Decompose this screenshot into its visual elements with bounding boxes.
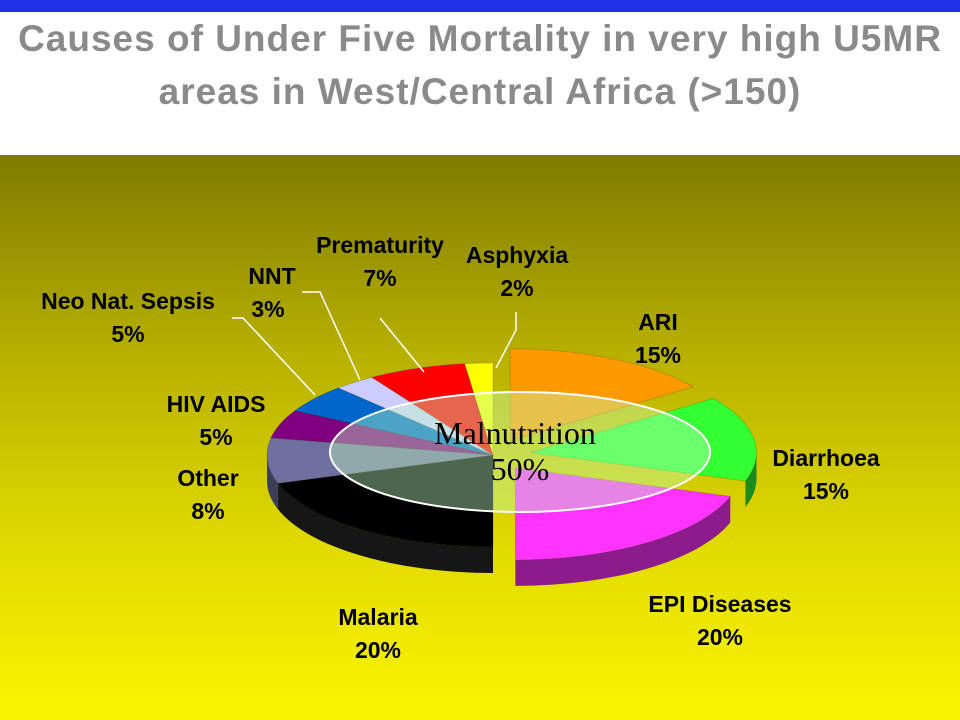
percent-malaria: 20%: [355, 637, 401, 663]
percent-other: 8%: [191, 498, 224, 524]
label-neo-nat-sepsis: Neo Nat. Sepsis: [41, 288, 215, 314]
percent-epi-diseases: 20%: [697, 624, 743, 650]
slice-epi-diseases: [514, 467, 732, 561]
percent-hiv-aids: 5%: [199, 424, 232, 450]
slice-asphyxia: [464, 362, 494, 456]
overlay-percent: 50%: [491, 451, 550, 487]
percent-nnt: 3%: [251, 296, 284, 322]
label-hiv-aids: HIV AIDS: [167, 391, 266, 417]
label-ari: ARI: [638, 309, 678, 335]
percent-ari: 15%: [635, 342, 681, 368]
label-prematurity: Prematurity: [316, 232, 444, 258]
overlay-label: Malnutrition: [434, 415, 596, 451]
percent-diarrhoea: 15%: [803, 478, 849, 504]
slice-side-diarrhoea: [745, 452, 757, 507]
percent-asphyxia: 2%: [500, 275, 533, 301]
slide-title: Causes of Under Five Mortality in very h…: [18, 18, 942, 112]
label-diarrhoea: Diarrhoea: [772, 445, 880, 471]
top-accent-bar: [0, 0, 960, 12]
malnutrition-overlay: [329, 391, 711, 513]
title-area: Causes of Under Five Mortality in very h…: [0, 12, 960, 155]
slice-other: [266, 437, 494, 484]
percent-neo-nat-sepsis: 5%: [111, 321, 144, 347]
label-malaria: Malaria: [338, 604, 417, 630]
percent-prematurity: 7%: [363, 265, 396, 291]
label-asphyxia: Asphyxia: [466, 242, 568, 268]
slice-ari: [509, 348, 695, 442]
leader-line-neo-nat-sepsis: [232, 317, 316, 396]
label-epi-diseases: EPI Diseases: [648, 591, 791, 617]
chart-panel: Malnutrition 50% ARI 15% Diarrhoea 15% E…: [0, 155, 960, 720]
leader-line-prematurity: [379, 317, 425, 373]
slice-side-epi-diseases: [515, 496, 731, 586]
leader-line-nnt: [302, 291, 361, 381]
slice-side-malaria: [278, 483, 493, 573]
leader-lines: [232, 291, 517, 396]
slice-hiv-aids: [270, 410, 494, 456]
label-other: Other: [177, 465, 238, 491]
slice-side-other: [267, 455, 279, 510]
label-nnt: NNT: [248, 263, 295, 289]
slice-neo-nat-sepsis: [293, 387, 494, 456]
slice-prematurity: [370, 363, 494, 457]
pie-slices: [266, 348, 758, 586]
slice-diarrhoea: [530, 397, 758, 482]
slice-nnt: [336, 376, 494, 456]
pie-chart: Malnutrition 50% ARI 15% Diarrhoea 15% E…: [41, 232, 880, 663]
slice-malaria: [277, 454, 494, 548]
leader-line-asphyxia: [495, 312, 517, 369]
